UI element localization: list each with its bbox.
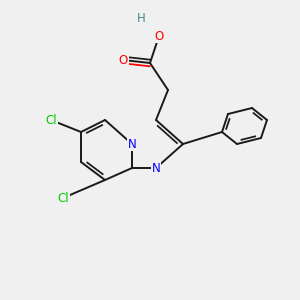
Text: H: H (136, 11, 146, 25)
Text: Cl: Cl (57, 191, 69, 205)
Text: O: O (118, 53, 127, 67)
Text: Cl: Cl (45, 113, 57, 127)
Text: N: N (128, 137, 136, 151)
Text: N: N (152, 161, 160, 175)
Text: O: O (154, 29, 164, 43)
